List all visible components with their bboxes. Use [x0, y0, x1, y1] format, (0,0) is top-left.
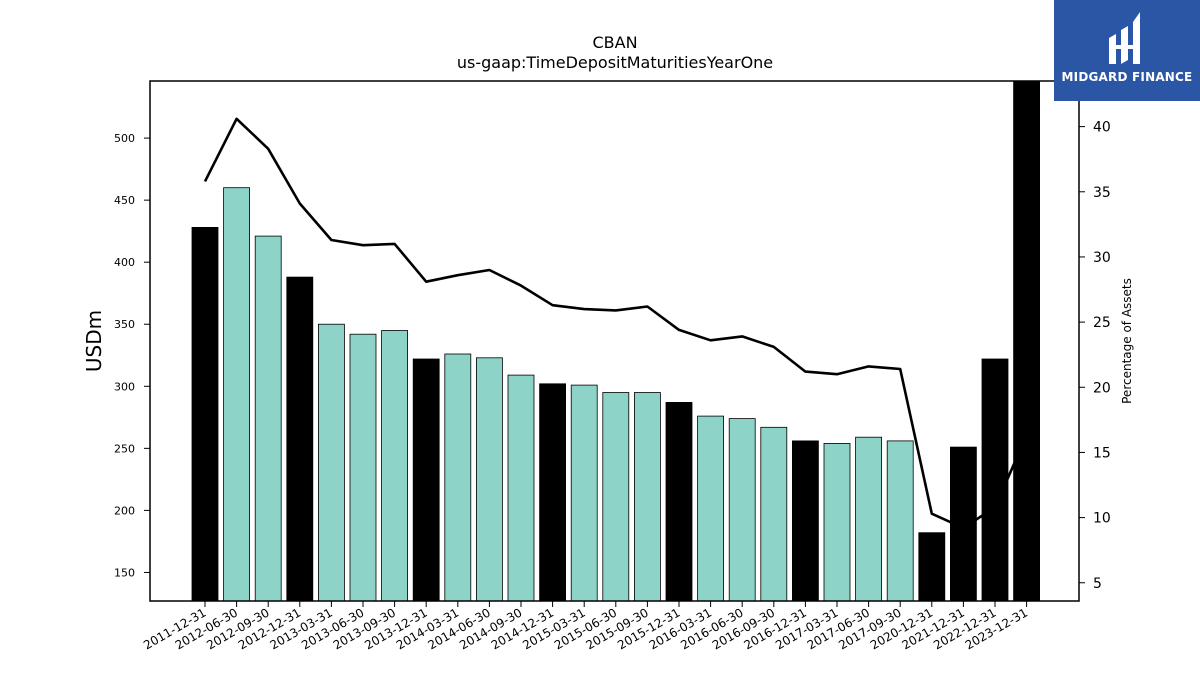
bar-2015-03-31	[570, 384, 598, 602]
left-tick-label: 350	[114, 318, 135, 331]
logo-mark-icon	[1109, 12, 1140, 64]
bar-2012-09-30	[254, 235, 282, 602]
right-tick-label: 40	[1093, 120, 1111, 136]
percentage-of-assets-line	[203, 117, 1028, 530]
bar-2013-06-30	[349, 333, 377, 602]
bar-2015-09-30	[634, 392, 661, 602]
bar-2015-06-30	[602, 392, 630, 602]
line-group	[203, 117, 1028, 530]
right-tick-label: 10	[1093, 511, 1111, 527]
bar-2017-03-31	[823, 442, 851, 602]
left-tick-label: 300	[114, 380, 135, 393]
chart-title: CBAN	[592, 33, 637, 52]
right-tick-label: 30	[1093, 250, 1111, 266]
left-tick-label: 500	[114, 132, 135, 145]
left-tick-label: 450	[114, 194, 135, 207]
right-tick-label: 35	[1093, 185, 1111, 201]
left-tick-label: 150	[114, 566, 135, 579]
bars-group	[191, 80, 1040, 602]
right-tick-label: 25	[1093, 315, 1111, 331]
right-tick-label: 20	[1093, 380, 1111, 396]
bar-2017-09-30	[886, 440, 914, 602]
bar-2013-03-31	[317, 323, 345, 602]
bar-2014-12-31	[539, 383, 566, 602]
left-axis: 150 200 250 300 350 400 450 500	[114, 132, 150, 579]
bar-2017-06-30	[855, 436, 882, 602]
left-tick-label: 400	[114, 256, 135, 269]
bar-2023-12-31	[1013, 80, 1040, 602]
y-axis-label: USDm	[82, 310, 106, 372]
bar-2014-09-30	[507, 374, 535, 602]
chart-subtitle: us-gaap:TimeDepositMaturitiesYearOne	[457, 53, 773, 72]
bar-2013-12-31	[412, 358, 440, 602]
bar-2013-09-30	[381, 330, 409, 602]
x-axis: 2011-12-312012-06-302012-09-302012-12-31…	[141, 601, 1030, 652]
left-tick-label: 250	[114, 442, 135, 455]
bar-2012-06-30	[223, 187, 251, 602]
bar-2012-12-31	[286, 276, 314, 602]
midgard-finance-logo: MIDGARD FINANCE	[1054, 0, 1200, 101]
y2-axis-label: Percentage of Assets	[1120, 278, 1134, 404]
bar-2016-06-30	[728, 418, 756, 602]
plot-frame	[149, 80, 1080, 602]
logo-text: MIDGARD FINANCE	[1061, 70, 1193, 84]
bar-2014-03-31	[444, 353, 472, 602]
bar-2014-06-30	[475, 357, 503, 602]
bar-2022-12-31	[981, 358, 1009, 602]
right-tick-label: 5	[1093, 576, 1102, 592]
bar-2011-12-31	[191, 226, 219, 602]
right-tick-label: 15	[1093, 445, 1111, 461]
bar-2016-09-30	[760, 426, 788, 602]
bar-2016-12-31	[792, 440, 819, 602]
bar-2016-03-31	[697, 415, 724, 602]
right-axis: 5 10 15 20 25 30 35 40	[1079, 120, 1111, 592]
left-tick-label: 200	[114, 504, 135, 517]
bar-2020-12-31	[918, 532, 946, 602]
bar-2015-12-31	[665, 401, 693, 602]
